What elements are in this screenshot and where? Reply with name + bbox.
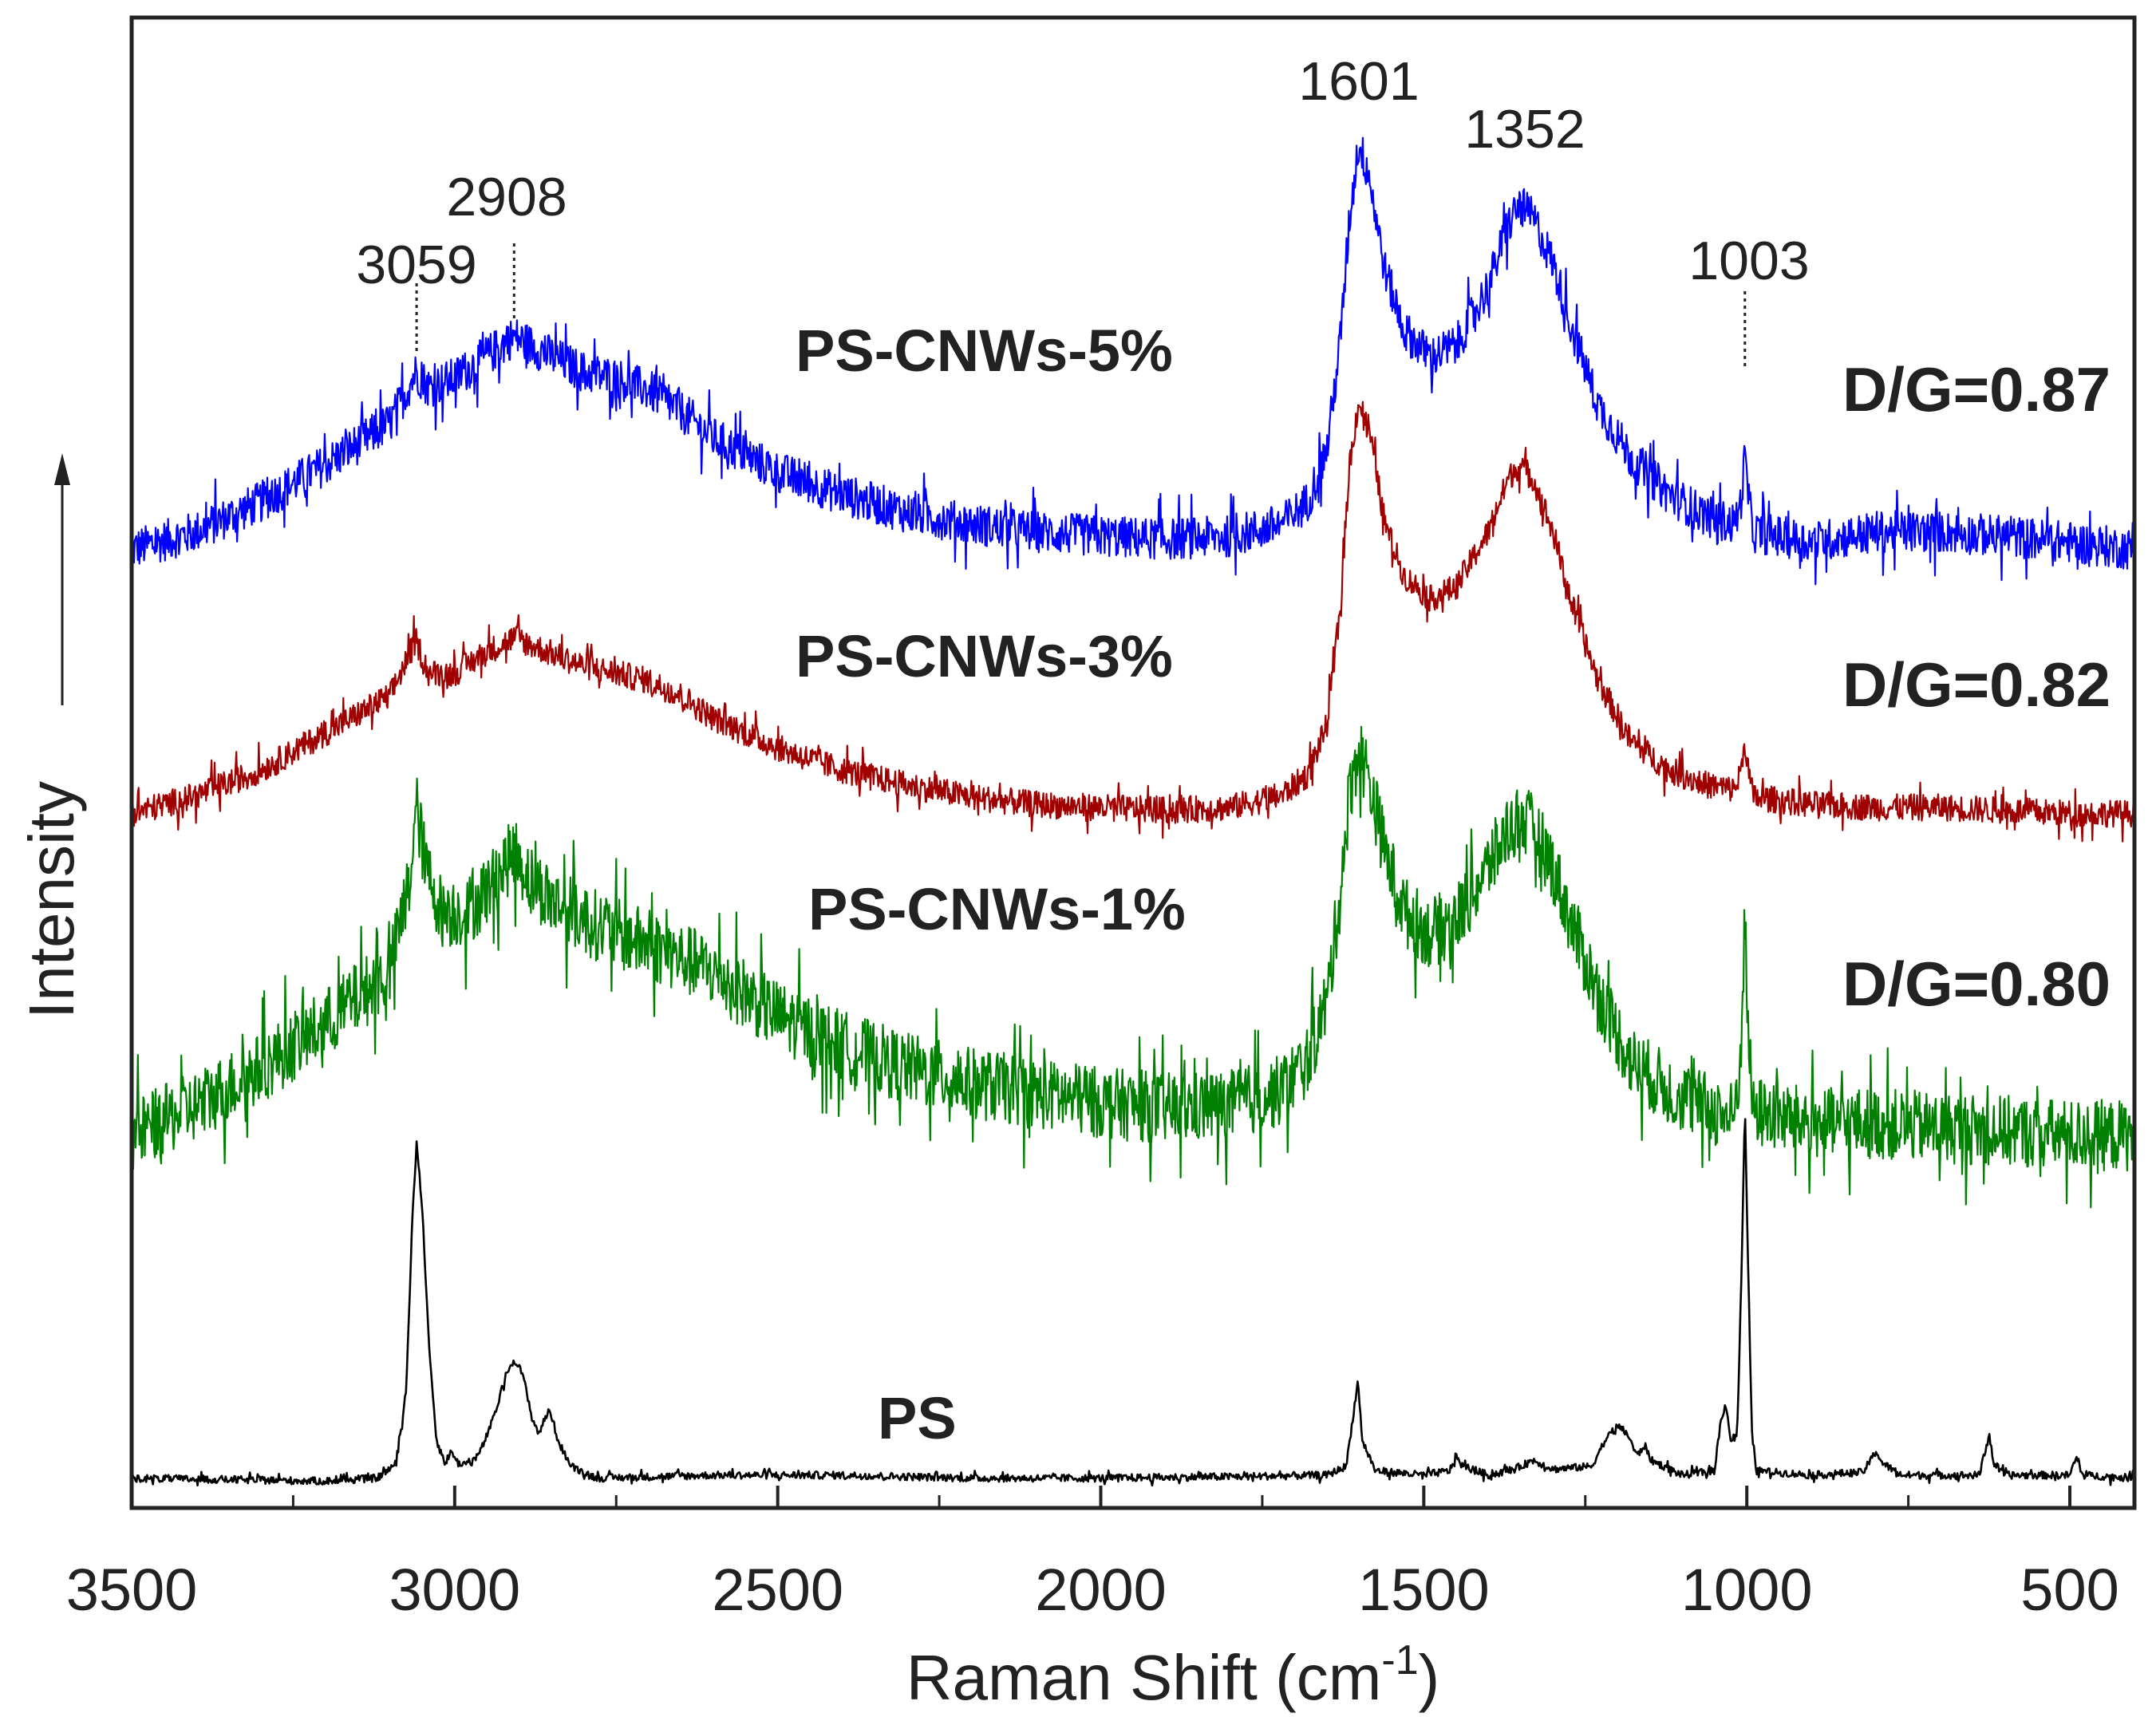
ratio-label-3: D/G=0.82 (1842, 649, 2111, 720)
peak-label-1003: 1003 (1688, 231, 1809, 291)
peak-markers: 3059 2908 1601 1352 1003 (356, 51, 1810, 367)
x-tick-label-3500: 3500 (66, 1557, 198, 1623)
peak-label-1352: 1352 (1464, 99, 1585, 160)
x-axis-title: Raman Shift (cm-1) (906, 1637, 1440, 1713)
x-axis-title-main: Raman Shift (cm (906, 1642, 1382, 1713)
peak-label-1601: 1601 (1298, 51, 1419, 112)
series-label-ps: PS (878, 1385, 957, 1451)
x-axis-ticks: 3500 3000 2500 2000 1500 1000 500 (66, 1486, 2119, 1623)
series-label-1: PS-CNWs-1% (808, 876, 1186, 942)
y-axis-title: Intensity (16, 781, 87, 1019)
peak-label-2908: 2908 (446, 167, 567, 227)
y-axis-arrow-head (54, 453, 70, 485)
x-tick-label-500: 500 (2020, 1557, 2118, 1623)
peak-label-3059: 3059 (356, 235, 476, 295)
ratio-label-5: D/G=0.87 (1842, 354, 2111, 424)
x-axis-title-sup: -1 (1381, 1637, 1418, 1683)
series-line-1 (130, 401, 2135, 843)
x-tick-label-2000: 2000 (1035, 1557, 1167, 1623)
ratio-label-1: D/G=0.80 (1842, 949, 2111, 1019)
series-line-0 (131, 136, 2135, 586)
x-tick-label-2500: 2500 (712, 1557, 843, 1623)
x-tick-label-1000: 1000 (1681, 1557, 1813, 1623)
x-tick-label-3000: 3000 (389, 1557, 521, 1623)
plot-frame (129, 15, 2137, 1510)
x-axis-title-tail: ) (1419, 1642, 1440, 1713)
series-label-3: PS-CNWs-3% (796, 623, 1173, 689)
series-label-5: PS-CNWs-5% (796, 318, 1173, 384)
x-tick-label-1500: 1500 (1358, 1557, 1490, 1623)
series-line-2 (130, 725, 2135, 1209)
series-line-3 (130, 1118, 2135, 1487)
series-lines (130, 136, 2135, 1487)
